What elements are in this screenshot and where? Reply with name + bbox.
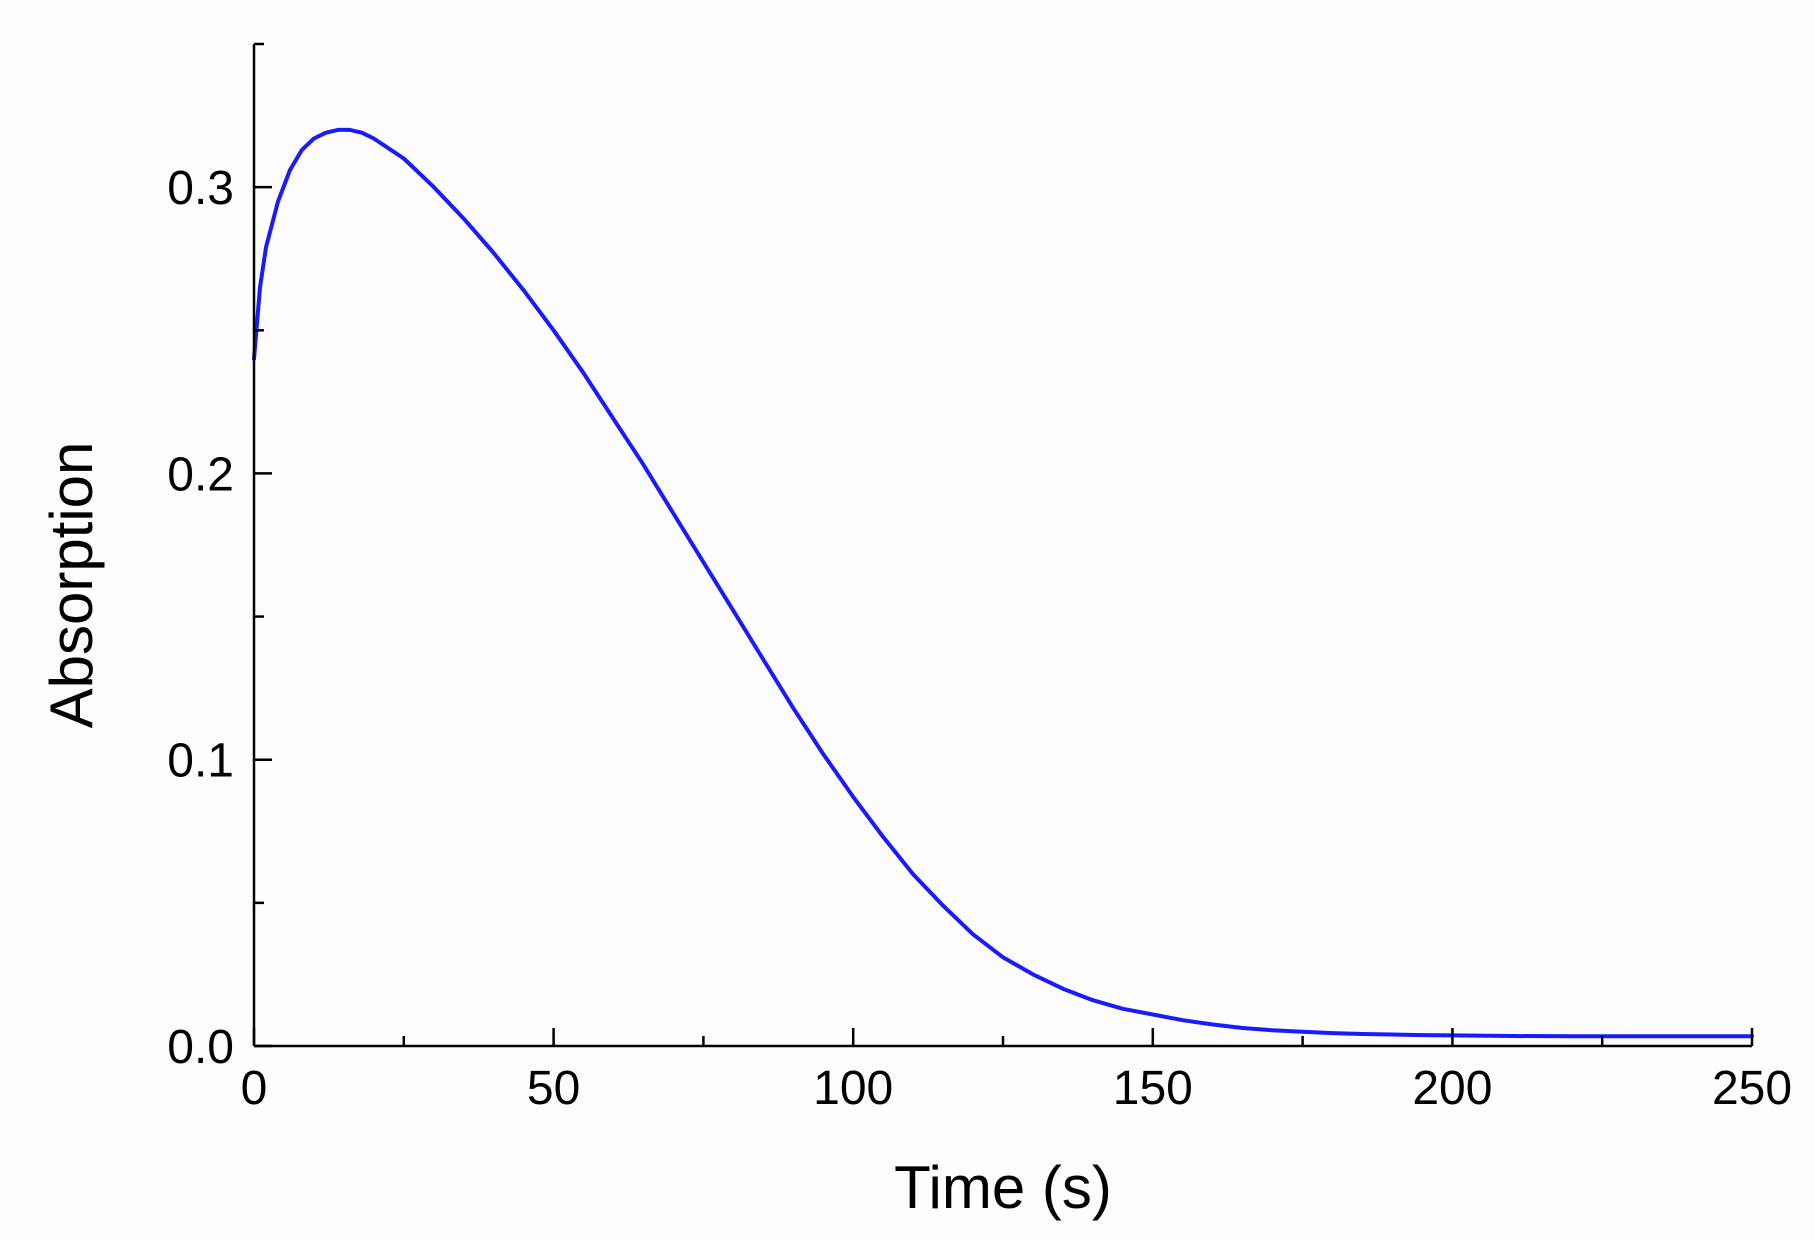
x-tick-label: 250 bbox=[1712, 1062, 1792, 1115]
axes bbox=[252, 44, 1752, 1048]
tick-labels: 0 50 100 150 200 250 0.0 0.1 0.2 0.3 bbox=[167, 162, 1792, 1115]
x-axis-title: Time (s) bbox=[894, 1154, 1112, 1221]
x-tick-label: 200 bbox=[1412, 1062, 1492, 1115]
x-tick-label: 0 bbox=[241, 1062, 268, 1115]
x-tick-label: 50 bbox=[527, 1062, 580, 1115]
x-tick-label: 150 bbox=[1113, 1062, 1193, 1115]
data-series-line bbox=[252, 127, 1754, 1039]
plot-area bbox=[252, 127, 1754, 1039]
y-tick-label: 0.1 bbox=[167, 735, 234, 788]
y-axis-title: Absorption bbox=[38, 442, 105, 729]
x-tick-label: 100 bbox=[813, 1062, 893, 1115]
y-tick-label: 0.0 bbox=[167, 1021, 234, 1074]
ticks bbox=[252, 42, 1754, 1048]
y-tick-label: 0.2 bbox=[167, 448, 234, 501]
y-tick-label: 0.3 bbox=[167, 162, 234, 215]
